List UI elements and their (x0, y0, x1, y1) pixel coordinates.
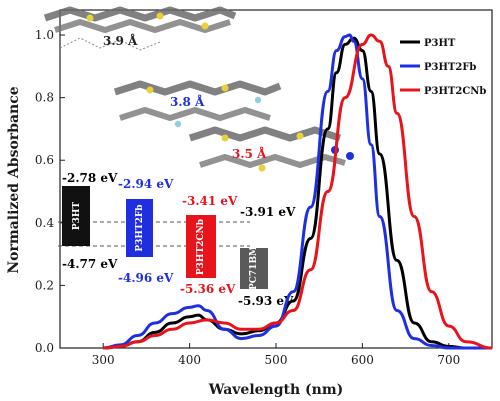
molecule-layer-p3ht2cnb (188, 126, 354, 172)
stacking-label-p3ht2cnb: 3.5 Å (232, 146, 267, 161)
series-line-p3ht2fb (103, 33, 492, 350)
energy-box-label-p3ht: P3HT (72, 202, 82, 231)
energy-level-diagram: P3HT P3HT2Fb P3HT2CNb PC71BM -2.78 eV -4… (58, 171, 296, 308)
legend-label-p3ht2fb: P3HT2Fb (424, 62, 476, 73)
homo-label-p3ht2fb: -4.96 eV (118, 271, 174, 285)
energy-box-pc71bm (240, 248, 268, 289)
lumo-label-p3ht2fb: -2.94 eV (118, 177, 174, 191)
homo-label-p3ht2cnb: -5.36 eV (180, 282, 236, 296)
lumo-label-p3ht2cnb: -3.41 eV (182, 194, 238, 208)
legend: P3HT P3HT2Fb P3HT2CNb (400, 38, 486, 97)
series-line-p3ht (103, 36, 492, 350)
lumo-label-p3ht: -2.78 eV (62, 171, 118, 185)
x-tick-label: 600 (351, 353, 374, 367)
energy-box-p3ht2fb (126, 199, 153, 257)
legend-label-p3ht2cnb: P3HT2CNb (424, 86, 486, 97)
lumo-label-pc71bm: -3.91 eV (240, 205, 296, 219)
energy-box-p3ht (62, 186, 90, 246)
molecule-stack-illustration (43, 6, 354, 172)
energy-box-label-p3ht2fb: P3HT2Fb (135, 204, 145, 251)
energy-box-p3ht2cnb (186, 215, 216, 278)
y-tick-label: 0.6 (35, 153, 54, 167)
x-tick-label: 400 (178, 353, 201, 367)
series-lines (103, 33, 493, 350)
x-tick-label: 700 (437, 353, 460, 367)
stacking-label-p3ht: 3.9 Å (103, 33, 138, 48)
homo-label-p3ht: -4.77 eV (62, 257, 118, 271)
y-tick-label: 0.4 (35, 216, 54, 230)
homo-label-pc71bm: -5.93 eV (238, 294, 294, 308)
y-tick-label: 0.2 (35, 278, 54, 292)
energy-box-label-p3ht2cnb: P3HT2CNb (196, 219, 206, 275)
x-ticks: 300 400 500 600 700 (92, 343, 460, 367)
x-tick-label: 300 (92, 353, 115, 367)
molecule-layer-p3ht (43, 6, 237, 51)
series-line-p3ht2cnb (103, 33, 493, 350)
y-tick-label: 1.0 (35, 28, 54, 42)
x-tick-label: 500 (265, 353, 288, 367)
legend-label-p3ht: P3HT (424, 38, 456, 49)
molecule-layer-p3ht2fb (113, 80, 282, 128)
energy-box-label-pc71bm: PC71BM (249, 246, 259, 290)
y-tick-label: 0.0 (35, 341, 54, 355)
y-axis-label: Normalized Absorbance (6, 86, 22, 273)
y-tick-label: 0.8 (35, 91, 54, 105)
x-axis-label: Wavelength (nm) (208, 382, 344, 398)
stacking-label-p3ht2fb: 3.8 Å (170, 94, 205, 109)
